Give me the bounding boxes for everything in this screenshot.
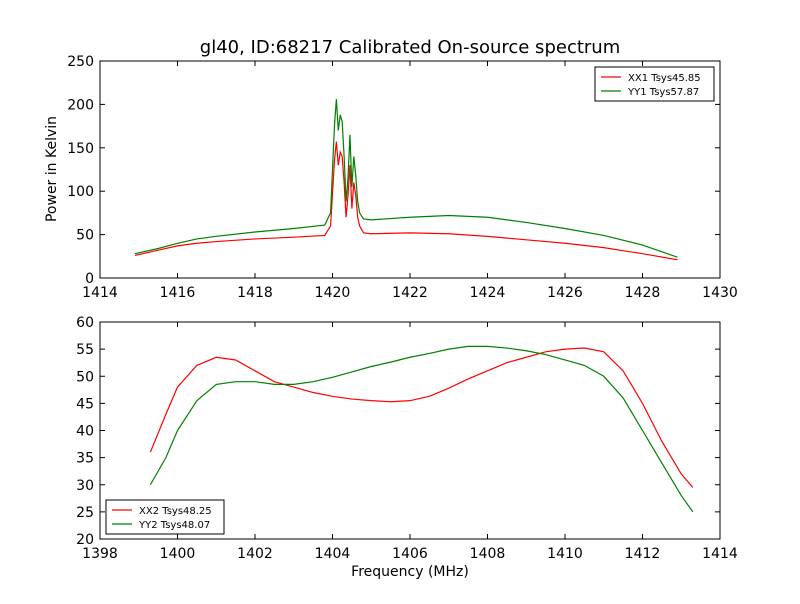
x-tick-label: 1406 <box>392 546 428 562</box>
y-tick-label: 20 <box>76 532 94 548</box>
y-axis-label: Power in Kelvin <box>44 116 60 222</box>
y-tick-label: 45 <box>76 396 94 412</box>
x-tick-label: 1404 <box>315 546 351 562</box>
x-tick-label: 1428 <box>625 285 661 301</box>
y-tick-label: 55 <box>76 342 94 358</box>
x-tick-label: 1420 <box>315 285 351 301</box>
x-tick-label: 1400 <box>160 546 196 562</box>
y-tick-label: 100 <box>67 184 94 200</box>
legend-box <box>594 66 715 102</box>
y-tick-label: 60 <box>76 315 94 331</box>
y-tick-label: 35 <box>76 451 94 467</box>
x-tick-label: 1416 <box>160 285 196 301</box>
x-tick-label: 1412 <box>625 546 661 562</box>
x-tick-label: 1414 <box>82 285 118 301</box>
y-tick-label: 25 <box>76 505 94 521</box>
legend-label-2: YY2 Tsys48.07 <box>138 520 210 531</box>
legend-label-1: XX1 Tsys45.85 <box>628 73 701 84</box>
x-tick-label: 1418 <box>237 285 273 301</box>
chart-title: gl40, ID:68217 Calibrated On-source spec… <box>200 37 620 58</box>
series-line-1 <box>134 141 678 261</box>
x-tick-label: 1430 <box>702 285 738 301</box>
y-tick-label: 30 <box>76 478 94 494</box>
x-tick-label: 1402 <box>237 546 273 562</box>
x-tick-label: 1424 <box>470 285 506 301</box>
y-tick-label: 150 <box>67 141 94 157</box>
top-panel: gl40, ID:68217 Calibrated On-source spec… <box>44 37 738 301</box>
x-tick-label: 1414 <box>702 546 738 562</box>
y-tick-label: 250 <box>67 54 94 70</box>
legend-label-2: YY1 Tsys57.87 <box>627 87 699 98</box>
x-tick-label: 1398 <box>82 546 118 562</box>
x-tick-label: 1422 <box>392 285 428 301</box>
series-line-2 <box>134 99 678 258</box>
y-tick-label: 0 <box>85 271 94 287</box>
y-tick-label: 50 <box>76 228 94 244</box>
legend-box <box>105 499 225 535</box>
y-tick-label: 50 <box>76 369 94 385</box>
x-tick-label: 1408 <box>470 546 506 562</box>
x-axis-label: Frequency (MHz) <box>351 564 469 580</box>
series-line-1 <box>149 347 694 488</box>
y-tick-label: 200 <box>67 97 94 113</box>
x-tick-label: 1410 <box>547 546 583 562</box>
x-tick-label: 1426 <box>547 285 583 301</box>
bottom-panel: Frequency (MHz) 1398 1400 1402 1404 1406 1408… <box>76 315 738 580</box>
series-line-2 <box>149 345 694 513</box>
y-tick-label: 40 <box>76 424 94 440</box>
legend-label-1: XX2 Tsys48.25 <box>139 506 212 517</box>
